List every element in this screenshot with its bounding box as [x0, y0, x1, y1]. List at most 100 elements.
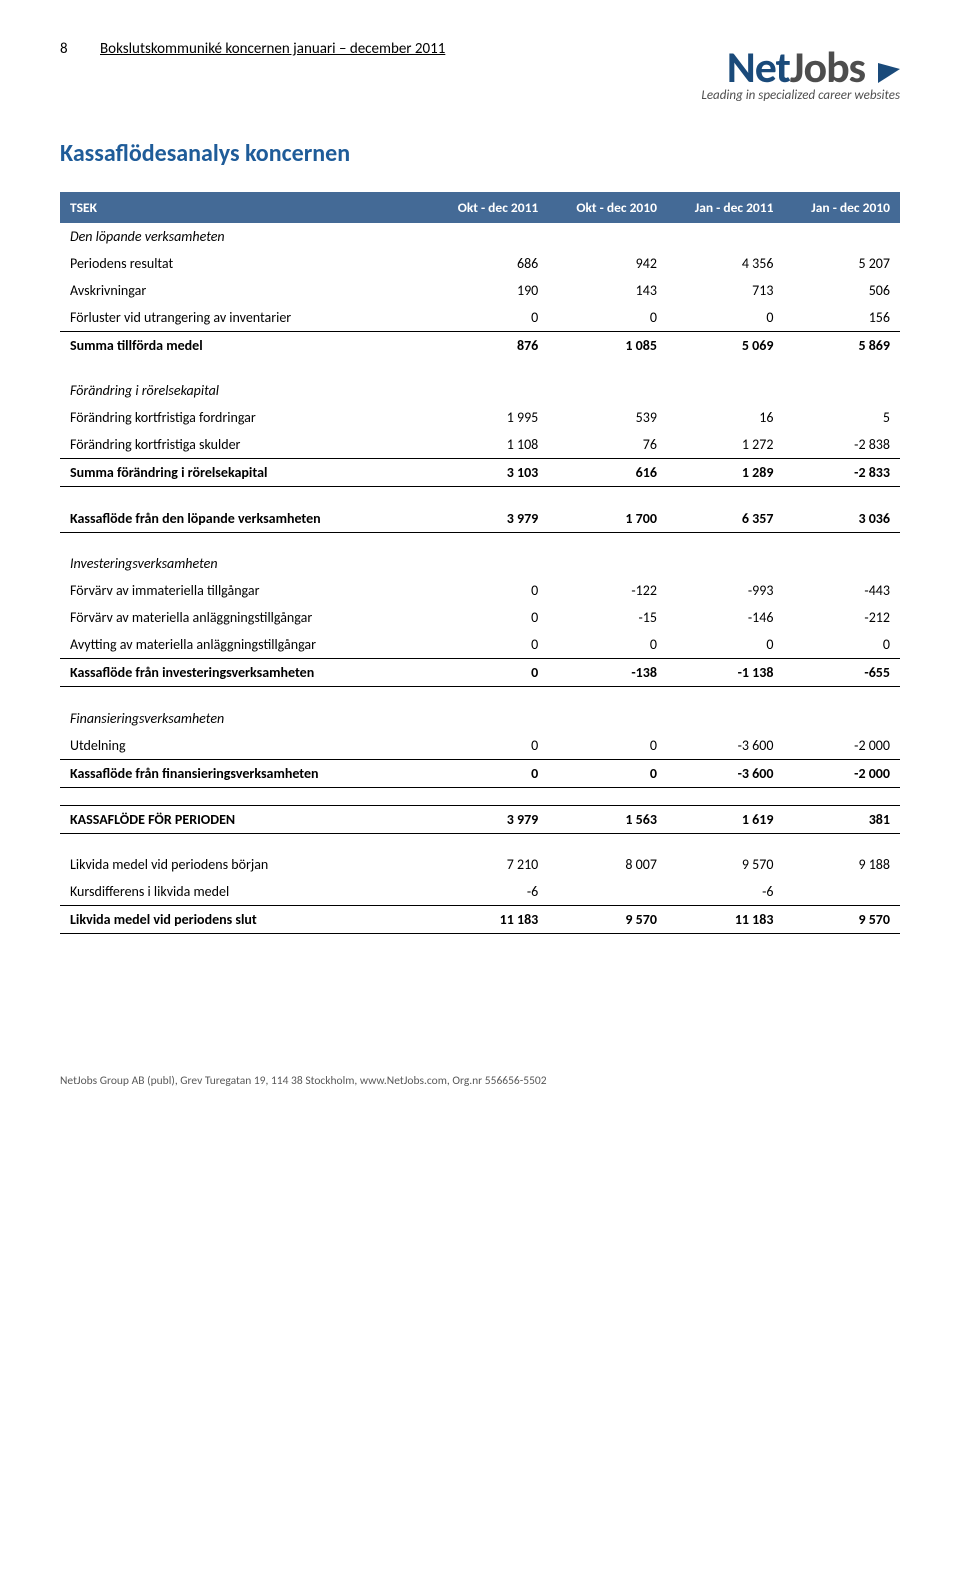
cell-value: 9 570 — [783, 906, 900, 934]
row-label: Förvärv av immateriella tillgångar — [60, 577, 430, 604]
page-header: Bokslutskommuniké koncernen januari – de… — [60, 40, 900, 103]
row-label: Utdelning — [60, 732, 430, 760]
row-label: Kassaflöde från finansieringsverksamhete… — [60, 759, 430, 787]
cell-value: -122 — [548, 577, 667, 604]
cashflow-table: TSEKOkt - dec 2011Okt - dec 2010Jan - de… — [60, 192, 900, 934]
cell-value: 0 — [548, 759, 667, 787]
table-row: Investeringsverksamheten — [60, 550, 900, 577]
cell-value: -993 — [667, 577, 784, 604]
row-label: Den löpande verksamheten — [60, 223, 430, 250]
cell-value: -212 — [783, 604, 900, 631]
logo: NetJobs Leading in specialized career we… — [701, 40, 900, 103]
table-body: Den löpande verksamhetenPeriodens result… — [60, 223, 900, 934]
cell-value: 713 — [667, 277, 784, 304]
cell-value: 5 869 — [783, 332, 900, 360]
table-head: TSEKOkt - dec 2011Okt - dec 2010Jan - de… — [60, 192, 900, 223]
cell-value: -146 — [667, 604, 784, 631]
spacer-cell — [60, 359, 900, 377]
cell-value: 9 188 — [783, 851, 900, 878]
cell-value — [783, 705, 900, 732]
cell-value — [548, 550, 667, 577]
cell-value: 3 036 — [783, 505, 900, 533]
cell-value: -138 — [548, 659, 667, 687]
table-row: KASSAFLÖDE FÖR PERIODEN3 9791 5631 61938… — [60, 805, 900, 833]
cell-value: 156 — [783, 304, 900, 332]
cell-value: 0 — [430, 604, 549, 631]
row-label: Investeringsverksamheten — [60, 550, 430, 577]
cell-value: 11 183 — [667, 906, 784, 934]
cell-value — [548, 705, 667, 732]
cell-value: 0 — [430, 759, 549, 787]
cell-value — [430, 377, 549, 404]
cell-value: 6 357 — [667, 505, 784, 533]
row-label: Kursdifferens i likvida medel — [60, 878, 430, 906]
col-header: Jan - dec 2010 — [783, 192, 900, 223]
row-label: Summa tillförda medel — [60, 332, 430, 360]
table-row — [60, 487, 900, 505]
logo-part-net: Net — [727, 40, 790, 94]
row-label: Kassaflöde från investeringsverksamheten — [60, 659, 430, 687]
cell-value: -2 000 — [783, 759, 900, 787]
cell-value: -3 600 — [667, 732, 784, 760]
cell-value: -2 833 — [783, 459, 900, 487]
table-row: Förluster vid utrangering av inventarier… — [60, 304, 900, 332]
col-header: Jan - dec 2011 — [667, 192, 784, 223]
cell-value — [783, 878, 900, 906]
cell-value — [667, 223, 784, 250]
table-row — [60, 687, 900, 705]
cell-value — [548, 377, 667, 404]
cell-value: 381 — [783, 805, 900, 833]
cell-value — [667, 550, 784, 577]
table-row — [60, 359, 900, 377]
table-row — [60, 532, 900, 550]
page-number: 8 — [60, 40, 68, 58]
row-label: Avskrivningar — [60, 277, 430, 304]
cell-value: 1 108 — [430, 431, 549, 459]
cell-value — [430, 223, 549, 250]
cell-value: 1 619 — [667, 805, 784, 833]
table-row: Förvärv av materiella anläggningstillgån… — [60, 604, 900, 631]
row-label: Kassaflöde från den löpande verksamheten — [60, 505, 430, 533]
page-footer: NetJobs Group AB (publ), Grev Turegatan … — [60, 1074, 900, 1088]
cell-value: -443 — [783, 577, 900, 604]
row-label: Förändring kortfristiga fordringar — [60, 404, 430, 431]
cell-value: 942 — [548, 250, 667, 277]
cell-value — [667, 705, 784, 732]
table-row — [60, 833, 900, 851]
section-title: Kassaflödesanalys koncernen — [60, 139, 900, 168]
row-label: Förändring kortfristiga skulder — [60, 431, 430, 459]
table-row: Kursdifferens i likvida medel-6-6 — [60, 878, 900, 906]
cell-value — [783, 223, 900, 250]
row-label: Finansieringsverksamheten — [60, 705, 430, 732]
spacer-cell — [60, 532, 900, 550]
cell-value: 0 — [783, 631, 900, 659]
cell-value: 1 563 — [548, 805, 667, 833]
cell-value: -1 138 — [667, 659, 784, 687]
table-row: Utdelning00-3 600-2 000 — [60, 732, 900, 760]
cell-value: -2 838 — [783, 431, 900, 459]
spacer-cell — [60, 833, 900, 851]
cell-value: -15 — [548, 604, 667, 631]
cell-value: 9 570 — [548, 906, 667, 934]
logo-part-jobs: Jobs — [790, 40, 865, 94]
header-subtitle: Bokslutskommuniké koncernen januari – de… — [60, 40, 445, 58]
cell-value: 11 183 — [430, 906, 549, 934]
row-label: Förluster vid utrangering av inventarier — [60, 304, 430, 332]
cell-value: 686 — [430, 250, 549, 277]
spacer-cell — [60, 787, 900, 805]
col-header: Okt - dec 2011 — [430, 192, 549, 223]
cell-value: 0 — [430, 732, 549, 760]
cell-value: 3 979 — [430, 805, 549, 833]
cell-value: 3 979 — [430, 505, 549, 533]
cell-value: 1 289 — [667, 459, 784, 487]
col-header: TSEK — [60, 192, 430, 223]
table-row: Kassaflöde från investeringsverksamheten… — [60, 659, 900, 687]
cell-value: 1 085 — [548, 332, 667, 360]
cell-value: 0 — [430, 577, 549, 604]
cell-value: 4 356 — [667, 250, 784, 277]
cell-value: 7 210 — [430, 851, 549, 878]
row-label: Avytting av materiella anläggningstillgå… — [60, 631, 430, 659]
table-header-row: TSEKOkt - dec 2011Okt - dec 2010Jan - de… — [60, 192, 900, 223]
cell-value: -655 — [783, 659, 900, 687]
cell-value: 539 — [548, 404, 667, 431]
